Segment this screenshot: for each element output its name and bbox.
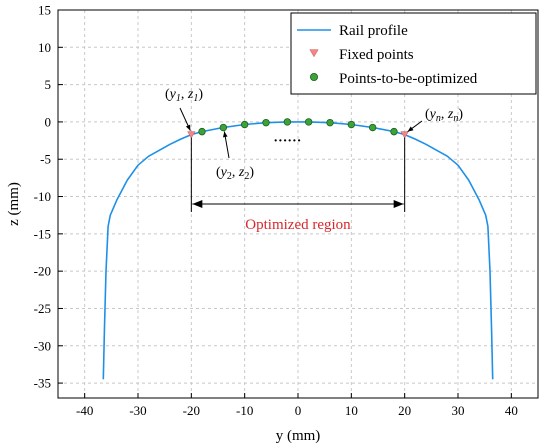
y-tick-label: -5 <box>40 152 51 167</box>
x-tick-label: -40 <box>76 403 93 418</box>
region-arrow-right <box>393 200 404 208</box>
x-tick-label: -30 <box>129 403 146 418</box>
x-axis-title: y (mm) <box>276 428 321 444</box>
y-axis-title: z (mm) <box>6 182 22 226</box>
ellipsis-dots: …… <box>273 130 301 145</box>
fixed-point-marker <box>400 131 409 139</box>
x-tick-label: 0 <box>295 403 302 418</box>
region-arrow-left <box>192 200 203 208</box>
annotation-second-point: (y2, z2) <box>216 165 254 182</box>
annotation-layer <box>179 107 423 212</box>
optimized-point-marker <box>347 120 356 129</box>
optimized-region-label: Optimized region <box>245 217 351 233</box>
optimized-point-marker <box>283 118 292 126</box>
optimized-point-marker <box>368 123 377 132</box>
y-tick-label: -10 <box>34 189 51 204</box>
legend-points-to-be-optimized-label: Points-to-be-optimized <box>339 71 478 87</box>
legend-box <box>290 12 537 95</box>
x-tick-label: 30 <box>452 403 465 418</box>
optimized-point-marker <box>240 120 249 129</box>
legend-fixed-points-label: Fixed points <box>339 47 414 63</box>
fixed-point-marker <box>187 131 196 139</box>
optimized-point-marker <box>198 127 206 136</box>
y-tick-label: -30 <box>34 338 51 353</box>
rail-profile-line <box>102 121 494 380</box>
x-tick-label: 10 <box>345 403 358 418</box>
y-tick-label: -20 <box>34 264 51 279</box>
legend-rail-profile-label: Rail profile <box>339 23 408 39</box>
axis-ticks: -40 -30 -20 -10 0 10 20 30 40 15 10 5 0 -5 -10 -15 -20 -2… <box>34 3 518 419</box>
optimized-point-marker <box>390 127 398 136</box>
x-tick-label: -20 <box>183 403 200 418</box>
arrow-last-point-head <box>407 126 414 132</box>
x-tick-label: 20 <box>398 403 411 418</box>
x-tick-label: 40 <box>505 403 518 418</box>
series-layer <box>102 118 494 380</box>
optimized-point-marker <box>262 118 270 127</box>
optimized-point-marker <box>304 118 313 126</box>
y-tick-label: 5 <box>45 77 52 92</box>
legend-fixed-points-marker <box>309 49 319 58</box>
legend-points-to-be-optimized-marker <box>309 73 318 82</box>
arrow-first-point-head <box>185 124 191 131</box>
y-tick-label: -15 <box>34 226 51 241</box>
annotation-last-point: (yn, zn) <box>425 107 463 124</box>
y-tick-label: 0 <box>45 114 52 129</box>
x-tick-label: -10 <box>236 403 253 418</box>
y-tick-label: -35 <box>34 376 51 391</box>
optimized-point-marker <box>219 123 228 132</box>
arrow-second-point-head <box>222 131 228 138</box>
legend: Rail profile Fixed points Points-to-be-o… <box>290 12 537 95</box>
optimized-point-marker <box>326 118 334 127</box>
y-tick-label: -25 <box>34 301 51 316</box>
annotation-first-point: (y1, z1) <box>165 87 203 104</box>
y-tick-label: 10 <box>38 40 51 55</box>
y-tick-label: 15 <box>38 3 51 18</box>
